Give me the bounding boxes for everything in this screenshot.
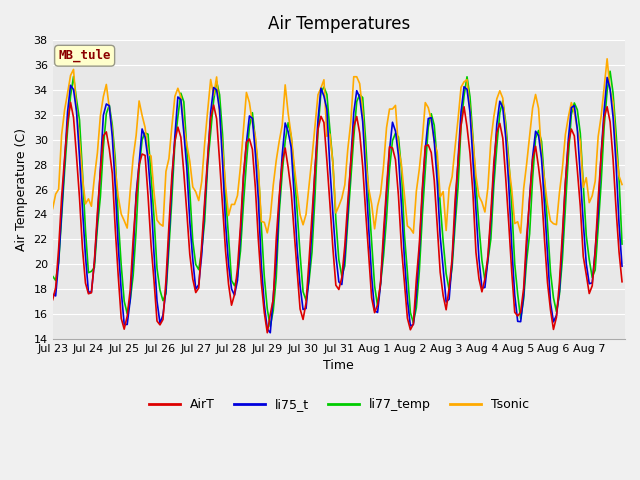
li75_t	[266, 330, 274, 336]
li75_t	[410, 322, 417, 327]
X-axis label: Time: Time	[323, 360, 354, 372]
Title: Air Temperatures: Air Temperatures	[268, 15, 410, 33]
Tsonic	[618, 181, 626, 187]
Tsonic	[49, 206, 56, 212]
Tsonic	[374, 203, 381, 209]
li75_t	[618, 264, 626, 269]
Line: AirT: AirT	[52, 102, 622, 333]
li75_t	[604, 74, 611, 80]
li75_t	[377, 281, 385, 287]
AirT	[341, 243, 349, 249]
li75_t	[49, 291, 56, 297]
Tsonic	[335, 203, 342, 209]
li77_temp	[338, 273, 346, 279]
Tsonic	[284, 110, 292, 116]
Tsonic	[410, 230, 417, 236]
li77_temp	[606, 68, 614, 74]
Y-axis label: Air Temperature (C): Air Temperature (C)	[15, 128, 28, 251]
AirT	[291, 229, 298, 235]
AirT	[49, 297, 56, 302]
li75_t	[287, 144, 295, 150]
AirT	[380, 228, 387, 234]
li75_t	[338, 282, 346, 288]
Legend: AirT, li75_t, li77_temp, Tsonic: AirT, li75_t, li77_temp, Tsonic	[144, 394, 534, 416]
AirT	[284, 165, 292, 170]
li77_temp	[287, 133, 295, 139]
Line: li77_temp: li77_temp	[52, 71, 622, 326]
AirT	[413, 276, 420, 282]
li75_t	[282, 120, 289, 126]
Line: Tsonic: Tsonic	[52, 59, 622, 233]
AirT	[618, 279, 626, 285]
li77_temp	[282, 138, 289, 144]
li77_temp	[618, 241, 626, 247]
Tsonic	[278, 122, 286, 128]
li77_temp	[49, 273, 56, 279]
Tsonic	[406, 226, 414, 231]
li77_temp	[410, 320, 417, 325]
Tsonic	[604, 56, 611, 61]
Line: li75_t: li75_t	[52, 77, 622, 333]
li77_temp	[266, 324, 274, 329]
li77_temp	[377, 281, 385, 287]
AirT	[120, 326, 128, 332]
Tsonic	[117, 211, 125, 217]
AirT	[264, 330, 271, 336]
AirT	[67, 99, 74, 105]
li75_t	[117, 288, 125, 294]
li77_temp	[117, 263, 125, 268]
Text: MB_tule: MB_tule	[58, 49, 111, 62]
